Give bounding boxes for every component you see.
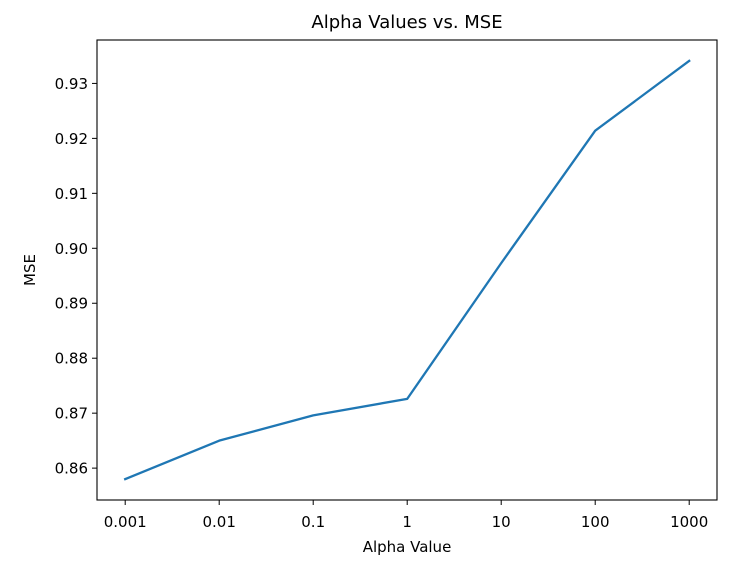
chart-title: Alpha Values vs. MSE (311, 12, 502, 33)
y-tick-label: 0.93 (55, 75, 88, 93)
x-tick-label: 1 (402, 513, 412, 531)
x-tick-label: 0.01 (202, 513, 235, 531)
x-tick-label: 0.1 (301, 513, 325, 531)
data-point (123, 477, 128, 482)
x-axis-ticks: 0.001 0.01 0.1 1 10 100 1000 (104, 500, 708, 531)
data-point (311, 413, 316, 418)
x-tick-label: 100 (581, 513, 610, 531)
x-axis-title: Alpha Value (363, 538, 452, 556)
plot-area-frame (96, 39, 718, 501)
x-tick-label: 10 (492, 513, 511, 531)
y-axis-title: MSE (21, 254, 39, 286)
y-axis-ticks: 0.86 0.87 0.88 0.89 0.90 0.91 0.92 0.93 (55, 75, 97, 478)
series-line (123, 59, 691, 481)
series-layer (123, 58, 692, 482)
data-point (217, 438, 222, 443)
data-point (687, 58, 692, 63)
y-tick-label: 0.90 (55, 240, 88, 258)
y-tick-label: 0.92 (55, 130, 88, 148)
y-tick-label: 0.89 (55, 295, 88, 313)
x-tick-label: 0.001 (104, 513, 147, 531)
y-tick-label: 0.86 (55, 460, 88, 478)
data-point (593, 128, 598, 133)
y-tick-label: 0.87 (55, 405, 88, 423)
y-tick-label: 0.88 (55, 350, 88, 368)
data-point (405, 396, 410, 401)
data-point (499, 261, 504, 266)
y-tick-label: 0.91 (55, 185, 88, 203)
x-tick-label: 1000 (670, 513, 708, 531)
